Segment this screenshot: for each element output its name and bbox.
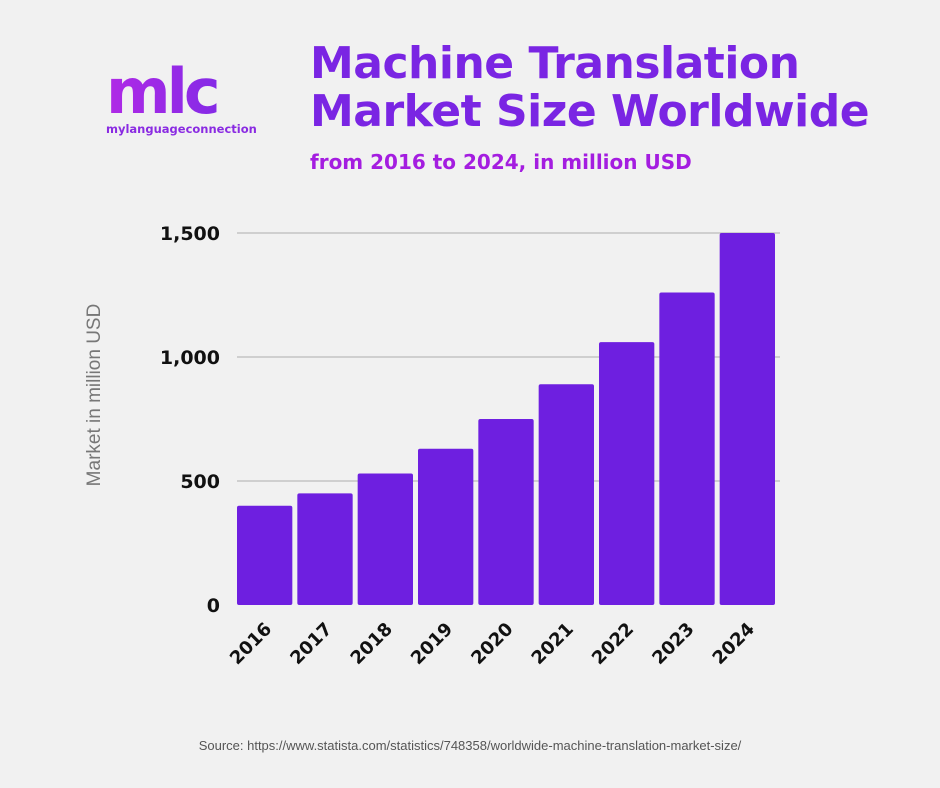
x-tick-label: 2020 [467,619,517,669]
y-tick-label: 0 [207,595,220,617]
y-tick-labels: 0 500 1,000 1,500 [160,223,220,617]
bar-2016 [237,505,293,605]
chart-title: Machine Translation Market Size Worldwid… [310,38,870,137]
logo-text: mylanguageconnection [106,122,257,136]
bar-2022 [599,342,655,605]
y-axis-label: Market in million USD [84,304,105,487]
y-tick-label: 1,500 [160,223,220,245]
x-tick-label: 2023 [648,619,698,669]
x-tick-labels: 2016 2017 2018 2019 2020 2021 2022 2023 2024 [226,619,759,669]
x-tick-label: 2022 [588,619,638,669]
y-tick-label: 1,000 [160,347,220,369]
logo: mlc mylanguageconnection [106,60,257,137]
x-tick-label: 2017 [286,619,336,669]
bar-2017 [297,493,353,605]
chart-subtitle: from 2016 to 2024, in million USD [310,150,692,174]
bar-2023 [659,292,715,605]
bar-2019 [418,448,474,605]
x-tick-label: 2019 [407,619,457,669]
source-note: Source: https://www.statista.com/statist… [198,738,742,753]
bar-2021 [538,384,594,605]
y-tick-label: 500 [180,471,220,493]
x-tick-label: 2016 [226,619,276,669]
bar-2020 [478,419,534,605]
logo-mark: mlc [106,60,246,124]
x-tick-label: 2024 [709,619,759,669]
bar-2024 [719,233,775,605]
bar-2018 [357,473,413,605]
bars [237,233,775,605]
x-tick-label: 2021 [528,619,578,669]
x-tick-label: 2018 [347,619,397,669]
